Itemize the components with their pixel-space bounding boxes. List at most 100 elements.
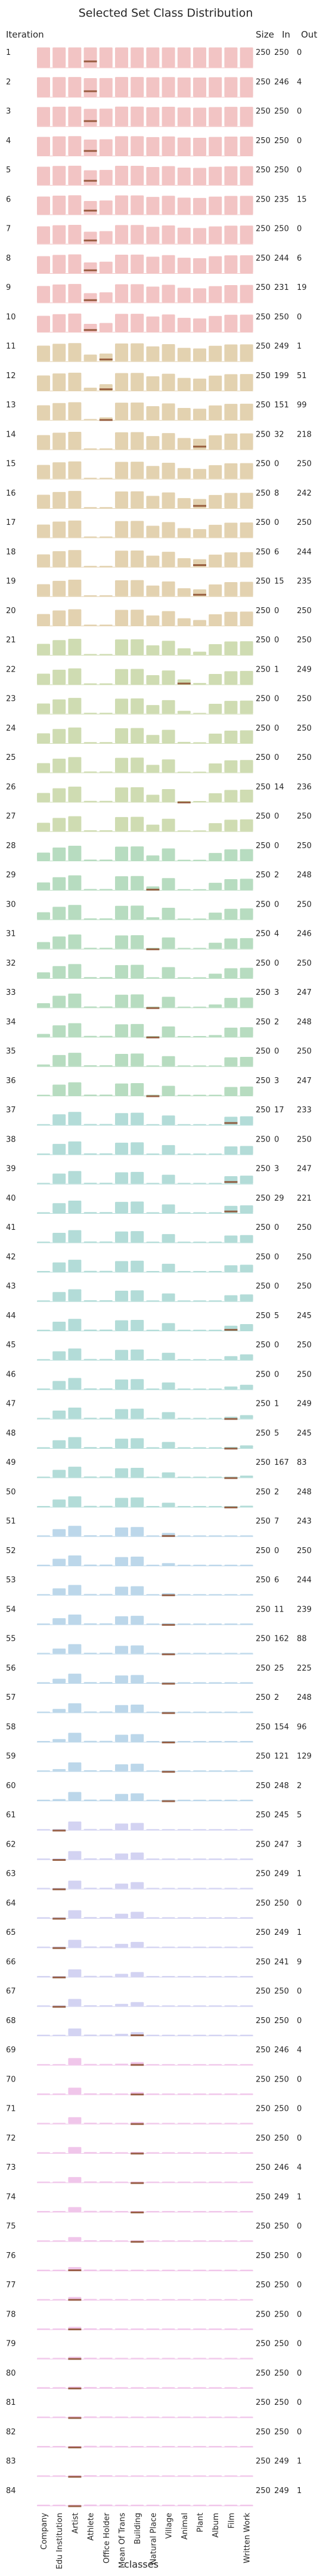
class-bar [131, 1734, 144, 1742]
class-bar [115, 2240, 128, 2241]
class-bar [99, 654, 113, 655]
class-bar [131, 432, 144, 450]
row-out: 250 [297, 636, 312, 645]
class-bar [68, 1792, 82, 1801]
class-bar [146, 1329, 160, 1331]
iteration-label: 58 [6, 1723, 16, 1731]
class-bar [240, 107, 253, 126]
class-bar [240, 2504, 253, 2506]
class-bar [52, 1739, 66, 1742]
class-bar [83, 262, 97, 273]
class-bar [209, 524, 222, 538]
class-bar [240, 1888, 253, 1889]
row-out: 221 [297, 1194, 312, 1203]
class-bar [131, 2504, 144, 2506]
class-bar [68, 1053, 82, 1066]
class-bar [115, 1142, 128, 1155]
class-bar [240, 1384, 253, 1390]
iteration-row: 8 250 244 6 [6, 254, 302, 274]
class-bar [193, 713, 206, 714]
row-size: 250 [256, 1253, 271, 1261]
class-bar [115, 787, 128, 802]
class-bar [146, 137, 160, 156]
iteration-row: 14 250 32 218 [6, 430, 312, 450]
class-bar [37, 1594, 50, 1595]
row-baseline [37, 802, 253, 803]
class-bar [177, 1300, 191, 1301]
class-bar [115, 2093, 128, 2095]
row-out: 249 [297, 665, 312, 674]
class-bar [240, 374, 253, 391]
class-bar [209, 2211, 222, 2212]
class-bar [193, 107, 206, 126]
selection-marker [162, 1623, 175, 1626]
class-bar [52, 551, 66, 567]
class-bar [224, 1682, 238, 1683]
class-bar [224, 908, 238, 920]
class-bar [162, 1056, 175, 1066]
class-bar [68, 432, 82, 450]
row-size: 250 [256, 871, 271, 880]
class-bar [99, 2504, 113, 2506]
class-bar [52, 225, 66, 244]
class-bar [68, 2237, 82, 2241]
class-bar [162, 255, 175, 273]
selection-marker [162, 1653, 175, 1656]
class-bar [52, 699, 66, 714]
class-bar [83, 2416, 97, 2418]
selection-marker [83, 60, 97, 63]
class-bar [99, 1124, 113, 1125]
class-bar [177, 2358, 191, 2359]
class-bar [224, 611, 238, 626]
iteration-label: 84 [6, 2487, 16, 2495]
class-bar [83, 2475, 97, 2476]
iteration-row: 83 250 249 1 [6, 2457, 302, 2478]
class-bar [224, 2152, 238, 2153]
row-in: 250 [274, 2017, 289, 2025]
class-bar [193, 1065, 206, 1066]
class-bar [99, 1975, 113, 1977]
iteration-label: 70 [6, 2075, 16, 2084]
iteration-row: 74 250 249 1 [6, 2192, 302, 2213]
selection-marker [224, 1181, 238, 1183]
class-bar [115, 905, 128, 920]
class-bar [193, 2064, 206, 2065]
class-bar [37, 912, 50, 920]
class-bar [83, 2445, 97, 2447]
iteration-row: 26 250 14 236 [6, 783, 312, 803]
class-bar [115, 2299, 128, 2300]
row-in: 250 [274, 2310, 289, 2319]
class-bar [177, 1623, 191, 1625]
row-header-iteration: Iteration [6, 29, 44, 40]
row-out: 83 [297, 1458, 307, 1467]
iteration-row: 67 250 250 0 [6, 1987, 302, 2008]
iteration-row: 51 250 7 243 [6, 1517, 312, 1537]
iteration-label: 76 [6, 2252, 16, 2260]
row-size: 250 [256, 1693, 271, 1702]
class-bar [209, 1799, 222, 1801]
class-bar [115, 580, 128, 596]
iteration-label: 45 [6, 1341, 16, 1350]
class-bar [240, 1594, 253, 1595]
class-bar [68, 1171, 82, 1184]
row-in: 249 [274, 342, 289, 351]
row-out: 2 [297, 1782, 302, 1790]
class-bar [83, 1770, 97, 1771]
iteration-row: 77 250 250 0 [6, 2281, 302, 2301]
class-bar [131, 1556, 144, 1566]
class-bar [68, 165, 82, 185]
class-bar [83, 1946, 97, 1948]
row-out: 250 [297, 1282, 312, 1291]
class-bar [224, 196, 238, 215]
class-bar [162, 1442, 175, 1448]
row-baseline [37, 478, 253, 480]
class-bar [146, 1564, 160, 1566]
selection-marker [224, 1477, 238, 1479]
class-bar [37, 1124, 50, 1125]
class-bar [83, 1535, 97, 1536]
iteration-row: 71 250 250 0 [6, 2105, 302, 2125]
class-bar [131, 639, 144, 655]
class-bar [146, 2504, 160, 2506]
class-bar [193, 1154, 206, 1155]
class-bar [99, 1417, 113, 1419]
